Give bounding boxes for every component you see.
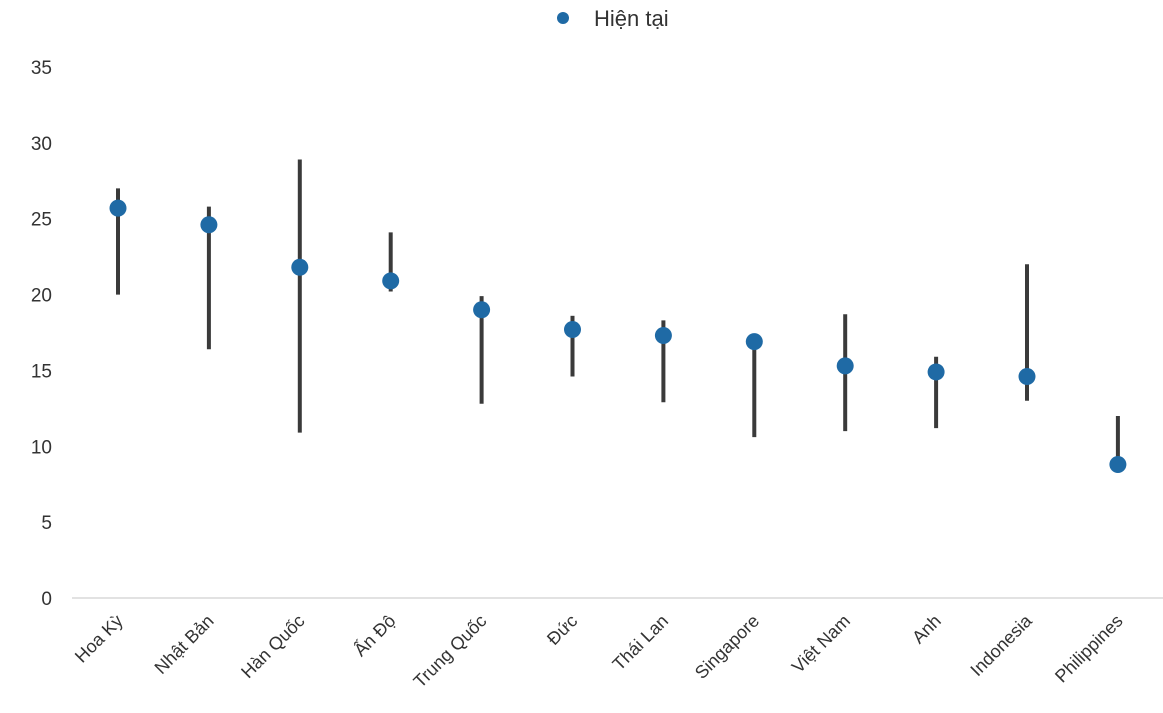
x-tick-label: Philippines [1051, 611, 1127, 687]
data-point [109, 199, 127, 217]
x-tick-label: Trung Quốc [410, 611, 491, 692]
data-point [1018, 367, 1036, 385]
data-point [291, 258, 309, 276]
y-tick-label: 20 [31, 286, 52, 307]
legend-marker [557, 12, 569, 24]
legend: Hiện tại [557, 6, 669, 31]
x-tick-label: Hoa Kỳ [71, 611, 127, 667]
data-point [745, 333, 763, 351]
y-tick-label: 5 [41, 513, 52, 534]
data-point [382, 272, 400, 290]
data-point [473, 301, 491, 319]
data-point [564, 320, 581, 338]
x-tick-label: Thái Lan [609, 611, 673, 675]
y-tick-label: 15 [31, 361, 52, 382]
x-tick-label: Indonesia [966, 610, 1036, 680]
x-tick-label: Ấn Độ [349, 610, 399, 660]
data-point [1109, 455, 1127, 473]
y-axis: 0 5 10 15 20 25 30 35 [31, 58, 52, 610]
legend-label: Hiện tại [594, 6, 669, 31]
y-tick-label: 10 [31, 437, 52, 458]
y-tick-label: 25 [31, 210, 52, 231]
data-markers [109, 199, 1127, 473]
x-tick-label: Anh [908, 611, 945, 648]
x-tick-label: Nhật Bản [151, 611, 218, 678]
data-point [654, 327, 672, 345]
y-tick-label: 30 [31, 134, 52, 155]
x-tick-label: Singapore [691, 611, 763, 683]
data-point [836, 357, 854, 375]
x-tick-label: Việt Nam [788, 611, 854, 677]
x-axis: Hoa Kỳ Nhật Bản Hàn Quốc Ấn Độ Trung Quốc Đức… [71, 610, 1127, 692]
x-tick-label: Đức [543, 611, 581, 649]
range-lines [116, 159, 1120, 465]
data-point [927, 363, 945, 381]
y-tick-label: 35 [31, 58, 52, 79]
y-tick-label: 0 [41, 589, 52, 610]
x-tick-label: Hàn Quốc [237, 611, 308, 682]
data-point [200, 216, 218, 234]
